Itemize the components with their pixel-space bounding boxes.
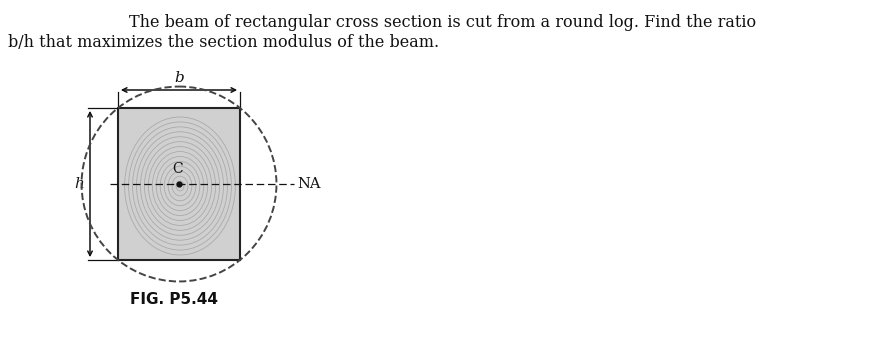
Text: b/h that maximizes the section modulus of the beam.: b/h that maximizes the section modulus o… (8, 34, 439, 51)
Text: FIG. P5.44: FIG. P5.44 (130, 292, 218, 307)
Text: The beam of rectangular cross section is cut from a round log. Find the ratio: The beam of rectangular cross section is… (129, 14, 757, 31)
Text: NA: NA (298, 177, 321, 191)
Bar (118, 108, 240, 260)
Text: b: b (175, 71, 184, 85)
Text: h: h (74, 177, 84, 191)
Text: C: C (173, 162, 183, 176)
